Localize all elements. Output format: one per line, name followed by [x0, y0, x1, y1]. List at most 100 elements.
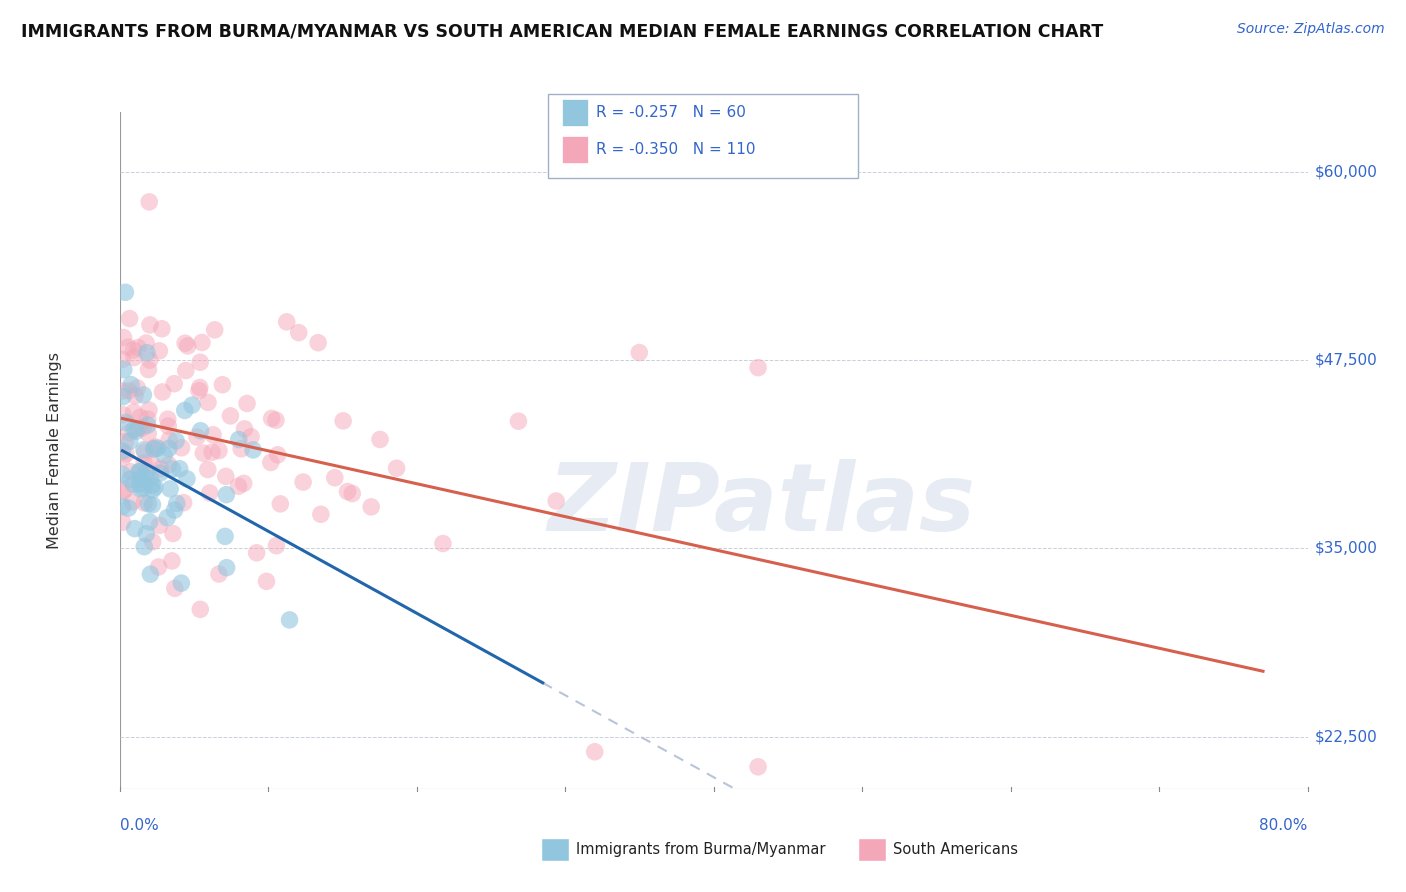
Point — [134, 471, 156, 485]
Text: $47,500: $47,500 — [1315, 352, 1378, 368]
Point — [186, 430, 208, 444]
Point — [153, 448, 176, 462]
Point — [176, 472, 198, 486]
Point — [129, 410, 152, 425]
Point — [122, 351, 145, 365]
Point — [118, 384, 141, 398]
Point — [163, 582, 186, 596]
Text: 80.0%: 80.0% — [1260, 818, 1308, 832]
Point — [219, 409, 242, 423]
Point — [157, 419, 180, 434]
Point — [120, 472, 142, 486]
Point — [111, 384, 134, 398]
Point — [111, 451, 134, 466]
Point — [117, 501, 139, 516]
Point — [139, 472, 162, 486]
Point — [165, 434, 187, 448]
Point — [173, 496, 195, 510]
Point — [127, 381, 149, 395]
Point — [122, 477, 145, 491]
Point — [260, 411, 283, 425]
Point — [122, 423, 145, 437]
Point — [138, 497, 160, 511]
Point — [111, 500, 134, 514]
Point — [134, 445, 156, 459]
Point — [307, 335, 329, 350]
Point — [232, 476, 254, 491]
Text: R = -0.257   N = 60: R = -0.257 N = 60 — [596, 105, 747, 120]
Point — [190, 424, 212, 438]
Point — [129, 464, 152, 478]
Point — [134, 496, 156, 510]
Point — [114, 434, 136, 449]
Point — [141, 478, 163, 492]
Point — [138, 353, 160, 368]
Point — [342, 486, 364, 500]
Point — [150, 322, 173, 336]
Point — [125, 424, 148, 438]
Point — [197, 462, 219, 476]
Point — [188, 384, 211, 398]
Point — [202, 427, 225, 442]
Point — [269, 497, 291, 511]
Point — [215, 469, 238, 483]
Point — [508, 414, 530, 428]
Point — [142, 442, 165, 456]
Point — [287, 326, 309, 340]
Point — [292, 475, 315, 489]
Point — [193, 446, 215, 460]
Point — [276, 315, 298, 329]
Point — [128, 421, 150, 435]
Point — [170, 576, 193, 591]
Point — [111, 485, 134, 500]
Point — [264, 413, 287, 427]
Point — [208, 567, 231, 582]
Point — [160, 554, 183, 568]
Point — [546, 494, 568, 508]
Point — [118, 425, 141, 440]
Point — [129, 482, 152, 496]
Point — [246, 546, 269, 560]
Point — [191, 335, 214, 350]
Point — [233, 422, 256, 436]
Point — [211, 377, 233, 392]
Point — [208, 443, 231, 458]
Point — [278, 613, 301, 627]
Point — [215, 560, 238, 574]
Text: $22,500: $22,500 — [1315, 729, 1378, 744]
Point — [112, 408, 135, 422]
Point — [201, 445, 224, 459]
Point — [139, 567, 162, 582]
Point — [138, 403, 160, 417]
Point — [145, 440, 167, 454]
Point — [174, 336, 197, 351]
Point — [134, 540, 156, 554]
Point — [747, 760, 769, 774]
Point — [156, 412, 179, 426]
Point — [188, 602, 211, 616]
Point — [368, 433, 391, 447]
Point — [129, 472, 152, 486]
Point — [177, 339, 200, 353]
Point — [240, 430, 263, 444]
Point — [360, 500, 382, 514]
Point — [118, 311, 141, 326]
Point — [267, 448, 290, 462]
Point — [385, 461, 408, 475]
Point — [132, 420, 155, 434]
Point — [134, 456, 156, 470]
Point — [174, 363, 197, 377]
Point — [111, 467, 134, 482]
Text: Source: ZipAtlas.com: Source: ZipAtlas.com — [1237, 22, 1385, 37]
Point — [138, 194, 160, 209]
Point — [141, 458, 163, 472]
Point — [112, 330, 135, 344]
Point — [139, 318, 162, 332]
Point — [266, 539, 288, 553]
Point — [138, 515, 160, 529]
Point — [114, 285, 136, 300]
Point — [162, 526, 184, 541]
Point — [747, 360, 769, 375]
Point — [111, 515, 134, 529]
Point — [228, 479, 250, 493]
